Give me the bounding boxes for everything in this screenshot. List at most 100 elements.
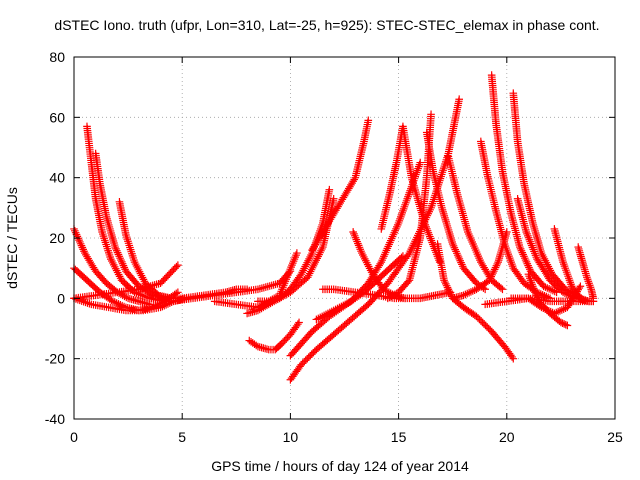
series-arc24 <box>444 152 507 294</box>
data-point <box>304 353 313 361</box>
series-arc28 <box>509 89 583 300</box>
data-point <box>348 296 357 304</box>
data-point <box>301 356 310 364</box>
series-arc17 <box>308 116 373 254</box>
x-tick-label: 10 <box>283 429 299 445</box>
data-point <box>156 279 165 288</box>
data-point <box>325 185 334 194</box>
data-point <box>498 285 507 294</box>
data-point <box>484 324 493 333</box>
data-point <box>480 320 488 328</box>
data-point <box>174 261 182 269</box>
data-point <box>166 268 175 277</box>
axis-ticks: 0 5 10 15 20 25 -40 -20 0 20 40 60 80 <box>45 49 623 445</box>
data-point <box>370 294 378 303</box>
data-point <box>172 262 181 271</box>
series-arc9 <box>178 285 251 303</box>
data-point <box>455 95 463 104</box>
data-point <box>477 317 485 325</box>
data-point <box>165 270 174 278</box>
data-point <box>297 360 306 369</box>
series-arc2 <box>83 122 169 306</box>
data-point <box>101 277 109 286</box>
data-point <box>576 282 585 291</box>
series-arc19 <box>349 228 455 303</box>
data-point <box>347 297 355 306</box>
series-arc7 <box>70 261 182 303</box>
data-point <box>309 348 318 357</box>
data-point <box>364 300 373 309</box>
data-point <box>158 277 166 286</box>
data-point <box>161 274 169 283</box>
data-point <box>472 312 481 321</box>
x-tick-label: 0 <box>70 429 78 445</box>
data-point <box>350 294 358 303</box>
data-point <box>483 323 491 331</box>
y-tick-label: -20 <box>45 351 65 367</box>
data-point <box>311 347 319 355</box>
data-point <box>509 354 518 363</box>
y-axis-label: dSTEC / TECUs <box>4 187 20 289</box>
data-point <box>475 315 484 324</box>
series-arc27 <box>487 71 561 297</box>
data-point <box>427 110 435 119</box>
series-arc18 <box>319 285 409 303</box>
data-point <box>159 276 168 285</box>
series-arc33 <box>574 243 598 303</box>
data-point <box>481 321 490 330</box>
data-point <box>478 318 487 327</box>
x-tick-label: 25 <box>607 429 623 445</box>
data-point <box>295 318 303 327</box>
x-axis-label: GPS time / hours of day 124 of year 2014 <box>211 458 469 474</box>
data-point <box>162 273 171 282</box>
grid <box>74 57 615 419</box>
data-point <box>367 297 375 306</box>
data-point <box>279 338 287 346</box>
data-point <box>283 333 292 342</box>
data-point <box>329 194 338 203</box>
data-point <box>293 249 301 257</box>
y-tick-label: 40 <box>49 170 65 186</box>
series-arc15 <box>286 95 463 384</box>
series-arc26 <box>477 137 554 303</box>
x-tick-label: 15 <box>391 429 407 445</box>
data-point <box>171 264 179 272</box>
data-marks <box>70 71 598 384</box>
y-tick-label: 60 <box>49 109 65 125</box>
data-point <box>589 297 598 306</box>
series-arc16 <box>312 158 425 324</box>
data-point <box>563 321 572 330</box>
x-tick-label: 5 <box>178 429 186 445</box>
data-point <box>306 329 315 337</box>
data-point <box>280 336 289 345</box>
data-point <box>306 351 315 360</box>
series-arc13 <box>245 318 303 354</box>
data-point <box>168 267 176 275</box>
data-point <box>163 271 172 280</box>
series-arc22 <box>422 128 489 294</box>
data-point <box>282 335 290 343</box>
data-point <box>277 339 286 348</box>
data-point <box>174 288 182 297</box>
data-point <box>397 253 406 262</box>
chart-title: dSTEC Iono. truth (ufpr, Lon=310, Lat=-2… <box>54 17 599 33</box>
y-tick-label: 0 <box>57 290 65 306</box>
data-point <box>416 158 425 167</box>
plot-frame <box>73 56 616 420</box>
y-tick-label: -40 <box>45 411 65 427</box>
y-tick-label: 20 <box>49 230 65 246</box>
data-point <box>364 116 373 125</box>
data-point <box>300 357 309 366</box>
data-point <box>298 359 307 367</box>
series-arc34 <box>507 294 598 306</box>
data-point <box>243 285 251 294</box>
data-point <box>474 314 482 322</box>
y-tick-label: 80 <box>49 49 65 65</box>
data-point <box>303 354 312 363</box>
data-point <box>308 350 316 358</box>
data-point <box>365 299 374 307</box>
data-point <box>486 326 494 334</box>
data-point <box>361 282 370 291</box>
x-tick-label: 20 <box>499 429 515 445</box>
data-point <box>358 285 367 294</box>
